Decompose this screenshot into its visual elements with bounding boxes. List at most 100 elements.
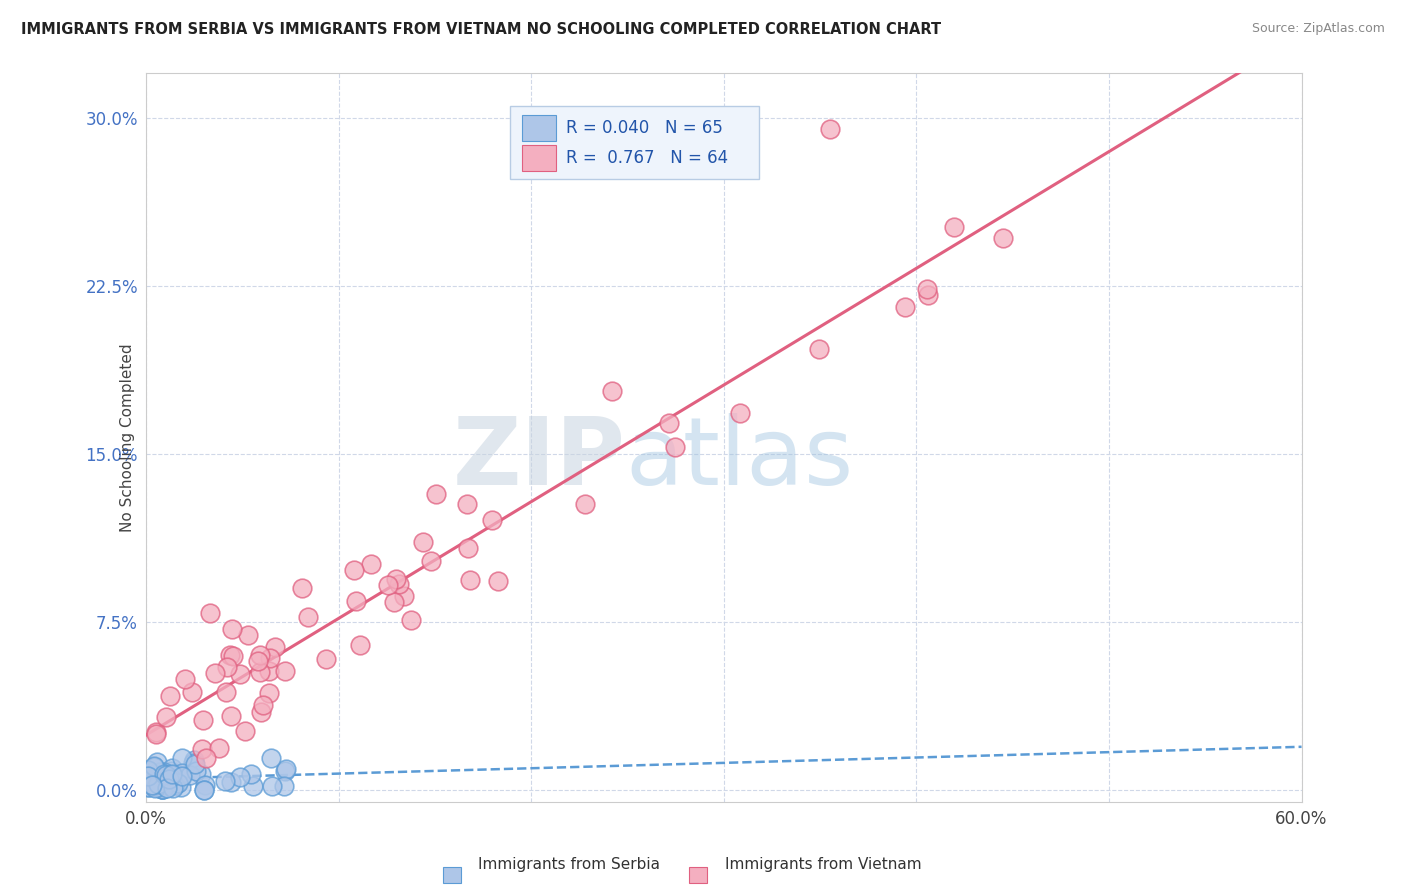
Point xyxy=(291,581,314,595)
Point xyxy=(214,774,236,789)
Point xyxy=(917,288,939,302)
Point xyxy=(194,751,217,765)
Point xyxy=(425,486,447,500)
Point xyxy=(274,764,297,778)
Bar xyxy=(522,114,557,141)
Point xyxy=(240,766,263,780)
Point xyxy=(943,219,966,234)
Text: R = 0.040   N = 65: R = 0.040 N = 65 xyxy=(565,119,723,136)
Point xyxy=(146,768,169,782)
Point xyxy=(257,664,280,678)
Point xyxy=(145,724,167,739)
Point xyxy=(457,541,479,555)
Point xyxy=(385,572,408,586)
Point xyxy=(190,767,212,781)
Point xyxy=(138,764,160,779)
Point xyxy=(215,685,238,699)
Point xyxy=(157,772,180,786)
Point xyxy=(219,775,242,789)
Y-axis label: No Schooling Completed: No Schooling Completed xyxy=(120,343,135,532)
Point xyxy=(170,770,193,784)
Bar xyxy=(522,145,557,171)
Point xyxy=(162,780,184,795)
Point xyxy=(360,558,382,572)
Point xyxy=(179,768,201,782)
Point xyxy=(392,589,415,603)
Point xyxy=(344,594,367,608)
Point xyxy=(191,714,214,728)
Text: ZIP: ZIP xyxy=(453,413,626,505)
Point xyxy=(807,342,830,356)
Point xyxy=(159,772,181,787)
Point xyxy=(141,778,163,792)
Point xyxy=(159,772,181,786)
Point xyxy=(136,769,159,783)
Point xyxy=(149,778,172,792)
Text: Source: ZipAtlas.com: Source: ZipAtlas.com xyxy=(1251,22,1385,36)
Point xyxy=(728,405,751,419)
Point xyxy=(349,639,371,653)
Point xyxy=(249,665,271,679)
Point xyxy=(377,578,399,592)
Point xyxy=(153,765,176,780)
Point xyxy=(170,780,193,794)
Point xyxy=(160,766,183,780)
Point xyxy=(193,783,215,797)
Point xyxy=(382,595,405,609)
Text: atlas: atlas xyxy=(626,413,853,505)
Point xyxy=(170,750,193,764)
Text: Immigrants from Vietnam: Immigrants from Vietnam xyxy=(725,857,922,872)
Point xyxy=(142,775,165,789)
Point xyxy=(183,756,205,770)
Point xyxy=(156,776,179,790)
Point xyxy=(222,648,245,663)
Point xyxy=(219,709,242,723)
Point xyxy=(664,440,686,454)
Point xyxy=(260,779,283,793)
Point xyxy=(152,782,174,797)
Point xyxy=(297,610,319,624)
Point xyxy=(412,535,434,549)
Point xyxy=(136,780,159,794)
Point xyxy=(159,689,181,703)
Point xyxy=(162,770,184,784)
Point xyxy=(143,780,166,795)
Point xyxy=(184,764,207,779)
Point xyxy=(458,574,481,588)
Point xyxy=(250,705,273,719)
Point xyxy=(273,779,295,793)
Point xyxy=(155,768,177,782)
Point xyxy=(481,513,503,527)
Point xyxy=(600,384,623,399)
Point xyxy=(194,778,217,792)
Point xyxy=(142,760,165,774)
Point xyxy=(148,769,170,783)
Point xyxy=(574,497,596,511)
Text: Immigrants from Serbia: Immigrants from Serbia xyxy=(478,857,659,872)
Point xyxy=(153,778,176,792)
Point xyxy=(658,416,681,430)
Point xyxy=(143,759,166,773)
Point xyxy=(191,741,214,756)
Point xyxy=(249,648,271,662)
Point xyxy=(264,640,287,654)
Text: R =  0.767   N = 64: R = 0.767 N = 64 xyxy=(565,149,728,167)
Point xyxy=(915,282,938,296)
Point xyxy=(136,764,159,778)
Point xyxy=(156,780,179,795)
Point xyxy=(142,779,165,793)
Point xyxy=(148,770,170,784)
Point xyxy=(235,723,257,738)
Point xyxy=(181,685,204,699)
Point xyxy=(229,667,252,681)
Point xyxy=(419,554,441,568)
Point xyxy=(152,766,174,780)
Point xyxy=(276,763,298,777)
Point xyxy=(148,777,170,791)
Point xyxy=(149,765,172,780)
Point xyxy=(183,754,205,768)
Point xyxy=(893,300,915,314)
FancyBboxPatch shape xyxy=(510,106,759,178)
Point xyxy=(236,628,259,642)
Point xyxy=(486,574,509,589)
